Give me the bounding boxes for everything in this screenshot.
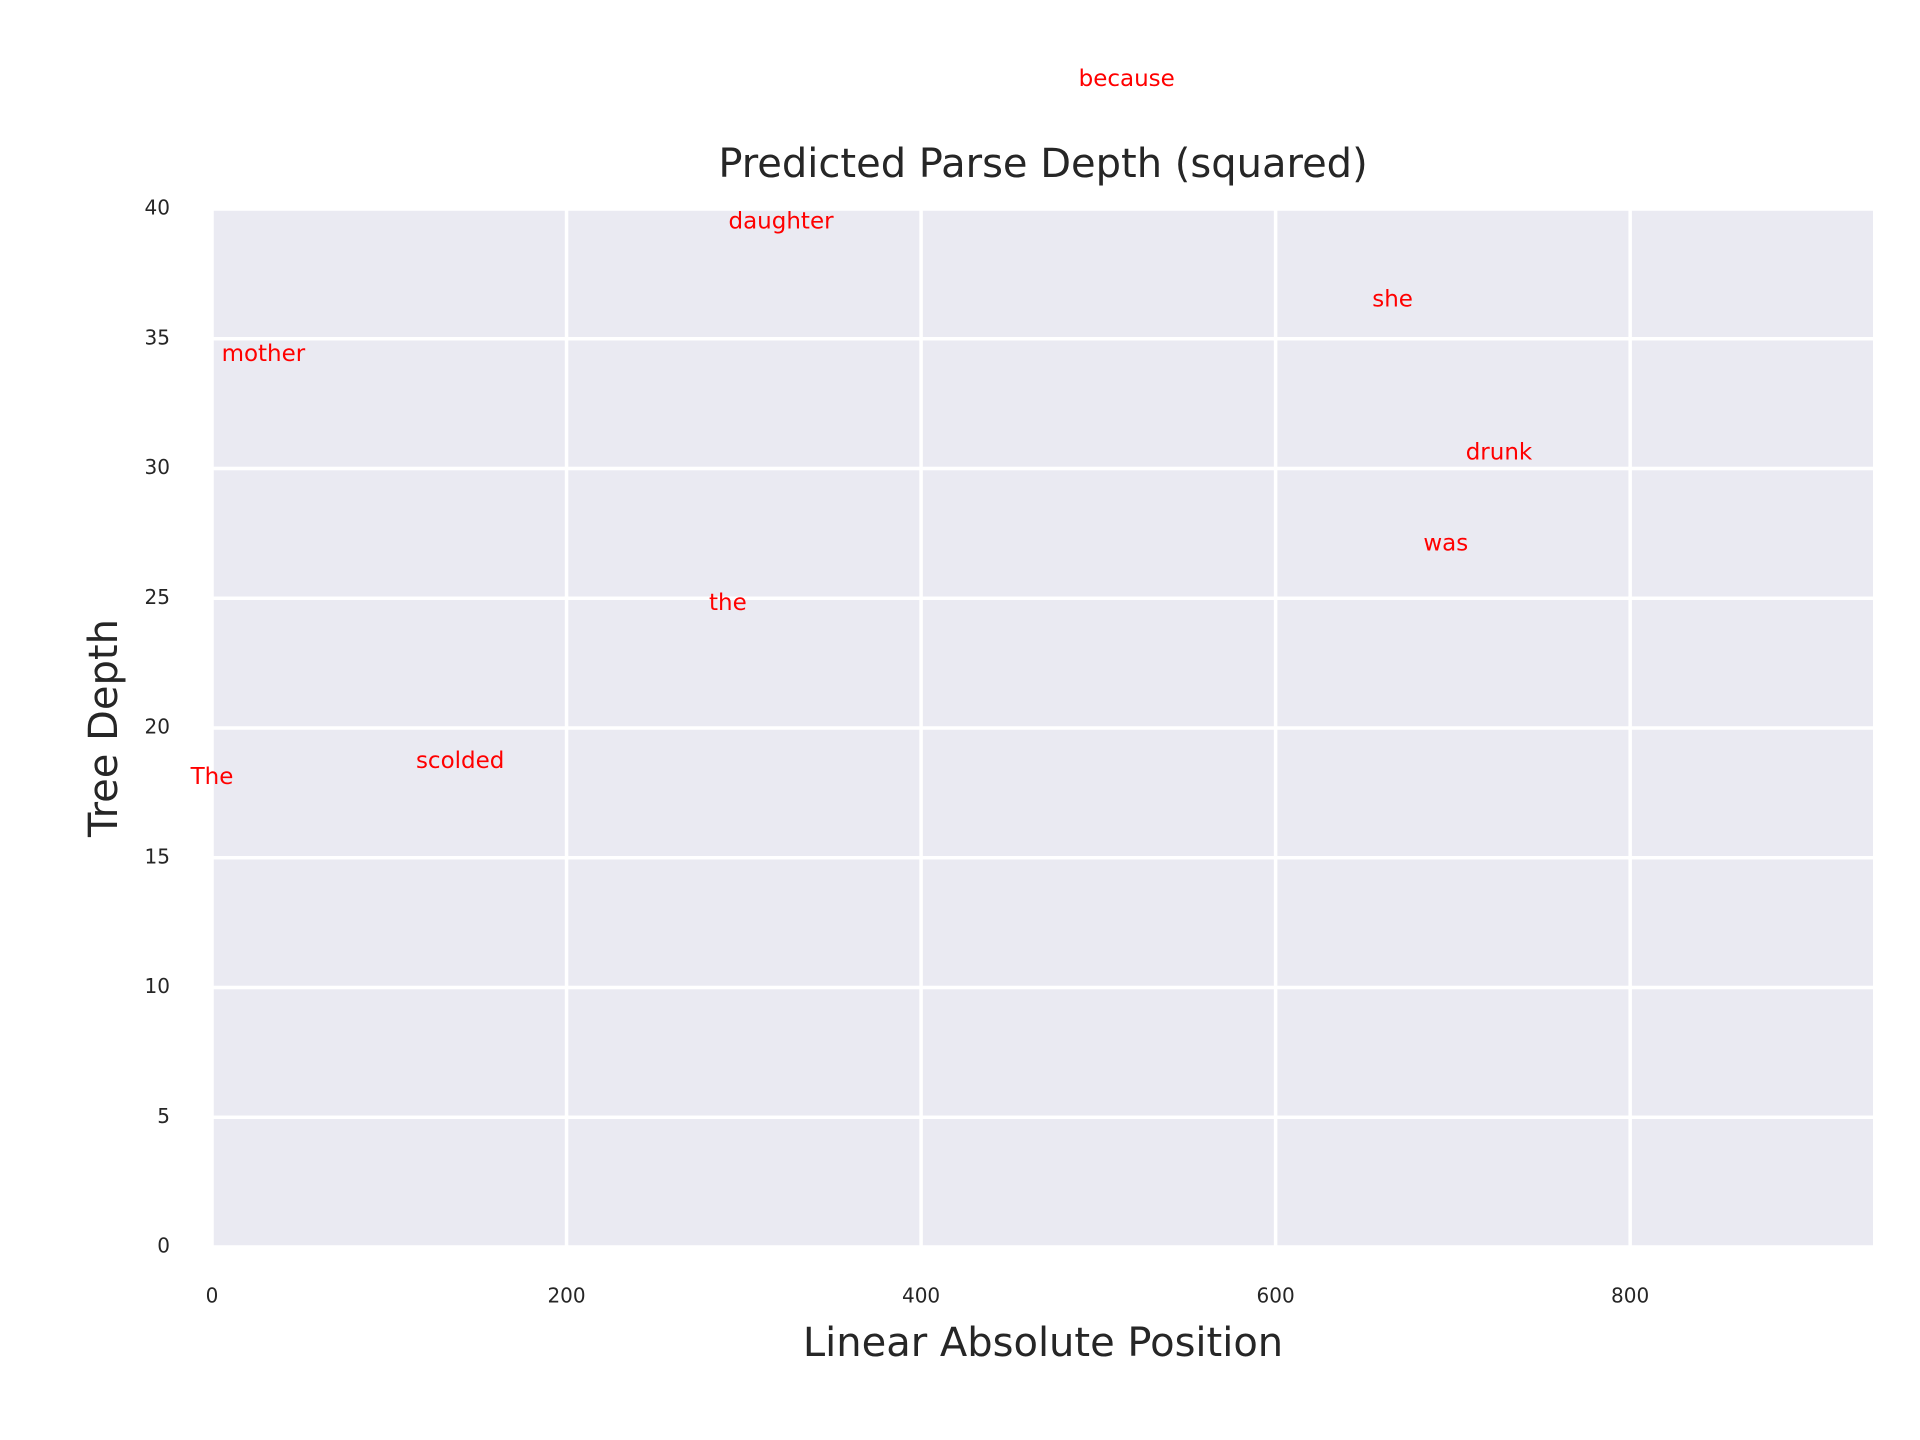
chart-title: Predicted Parse Depth (squared) bbox=[718, 141, 1367, 187]
y-tick-label: 20 bbox=[145, 715, 170, 739]
x-tick-label: 800 bbox=[1611, 1284, 1649, 1308]
word-point: mother bbox=[222, 341, 306, 367]
x-tick-label: 0 bbox=[206, 1284, 219, 1308]
x-tick-label: 600 bbox=[1257, 1284, 1295, 1308]
x-tick-label: 400 bbox=[902, 1284, 940, 1308]
x-tick-label: 200 bbox=[547, 1284, 585, 1308]
word-point: The bbox=[190, 764, 234, 790]
y-tick-label: 10 bbox=[145, 974, 170, 998]
y-tick-label: 15 bbox=[145, 844, 170, 868]
y-tick-label: 35 bbox=[145, 325, 170, 349]
y-axis-label: Tree Depth bbox=[81, 619, 127, 838]
y-tick-label: 0 bbox=[157, 1234, 170, 1258]
word-point: scolded bbox=[416, 748, 504, 774]
x-axis-label: Linear Absolute Position bbox=[803, 1320, 1283, 1366]
word-point: she bbox=[1372, 286, 1413, 312]
y-tick-label: 25 bbox=[145, 585, 170, 609]
y-tick-label: 40 bbox=[145, 196, 170, 220]
y-tick-label: 30 bbox=[145, 455, 170, 479]
word-point: drunk bbox=[1466, 439, 1533, 465]
word-point: was bbox=[1423, 530, 1468, 556]
word-point: because bbox=[1079, 66, 1175, 92]
grid bbox=[210, 207, 1873, 1249]
word-point: the bbox=[709, 590, 747, 616]
word-point: daughter bbox=[728, 208, 834, 234]
y-tick-label: 5 bbox=[157, 1104, 170, 1128]
